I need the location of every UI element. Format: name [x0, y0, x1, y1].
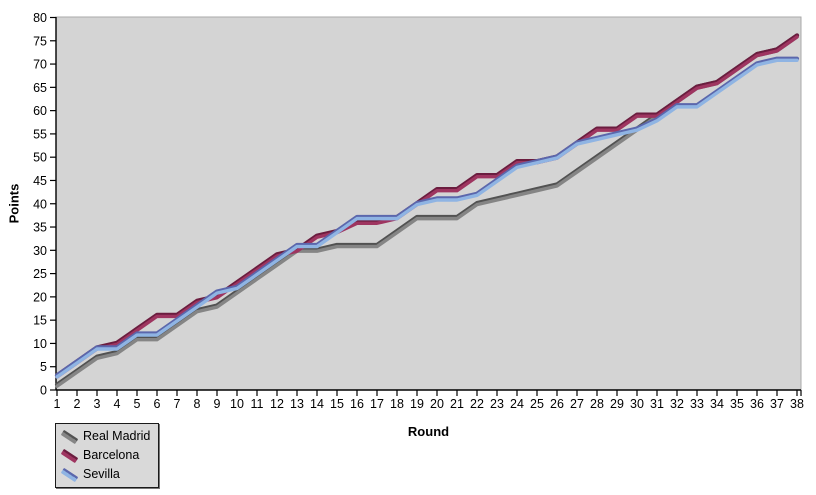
legend-line-swatch-barcelona: [60, 448, 79, 463]
x-tick-label: 17: [370, 397, 384, 411]
legend-item-real-madrid: Real Madrid: [60, 427, 151, 446]
x-tick-label: 23: [490, 397, 504, 411]
x-tick-label: 19: [410, 397, 424, 411]
x-tick-label: 12: [270, 397, 284, 411]
x-tick-label: 22: [470, 397, 484, 411]
x-tick-label: 21: [450, 397, 464, 411]
x-tick-label: 29: [610, 397, 624, 411]
x-tick-label: 13: [290, 397, 304, 411]
legend-label: Barcelona: [83, 448, 140, 462]
y-tick-label: 0: [40, 384, 47, 398]
legend-line-swatch-sevilla: [60, 467, 79, 482]
x-tick-label: 38: [790, 397, 804, 411]
x-tick-label: 33: [690, 397, 704, 411]
y-tick-label: 45: [33, 174, 47, 188]
x-tick-label: 27: [570, 397, 584, 411]
x-tick-label: 16: [350, 397, 364, 411]
x-tick-label: 30: [630, 397, 644, 411]
x-tick-label: 4: [114, 397, 121, 411]
x-tick-label: 31: [650, 397, 664, 411]
x-tick-label: 37: [770, 397, 784, 411]
legend-item-sevilla: Sevilla: [60, 465, 150, 484]
y-tick-label: 60: [33, 104, 47, 118]
series-line-barcelona: [55, 35, 799, 379]
y-tick-label: 35: [33, 221, 47, 235]
x-tick-label: 2: [74, 397, 81, 411]
x-tick-label: 11: [251, 397, 264, 411]
x-tick-label: 25: [530, 397, 544, 411]
y-tick-label: 15: [33, 314, 47, 328]
x-tick-label: 15: [330, 397, 344, 411]
x-tick-label: 26: [550, 397, 564, 411]
y-tick-label: 10: [33, 337, 47, 351]
chart-legend: Real Madrid Barcelona Sevilla: [55, 423, 160, 488]
legend-label: Sevilla: [83, 467, 120, 481]
x-tick-label: 9: [214, 397, 221, 411]
x-tick-label: 34: [710, 397, 724, 411]
series-sevilla: [54, 56, 800, 379]
x-tick-label: 8: [194, 397, 201, 411]
y-tick-label: 55: [33, 127, 47, 141]
y-axis-title: Points: [6, 183, 22, 224]
x-tick-label: 32: [670, 397, 684, 411]
x-tick-label: 20: [430, 397, 444, 411]
y-tick-label: 30: [33, 244, 47, 258]
y-tick-label: 25: [33, 267, 47, 281]
y-tick-label: 40: [33, 197, 47, 211]
x-tick-label: 35: [730, 397, 744, 411]
legend-label: Real Madrid: [83, 429, 151, 443]
y-tick-label: 80: [33, 11, 47, 25]
series-line-sevilla: [55, 58, 799, 379]
x-tick-label: 14: [310, 397, 324, 411]
x-tick-label: 28: [590, 397, 604, 411]
x-tick-label: 5: [134, 397, 141, 411]
y-tick-label: 20: [33, 290, 47, 304]
x-tick-label: 36: [750, 397, 764, 411]
x-tick-label: 6: [154, 397, 161, 411]
x-tick-label: 3: [94, 397, 101, 411]
x-tick-label: 18: [390, 397, 404, 411]
legend-item-barcelona: Barcelona: [60, 446, 150, 465]
y-tick-label: 50: [33, 151, 47, 165]
y-tick-label: 70: [33, 58, 47, 72]
y-tick-label: 75: [33, 34, 47, 48]
x-tick-label: 24: [510, 397, 524, 411]
x-tick-label: 10: [230, 397, 244, 411]
y-tick-label: 5: [40, 360, 47, 374]
x-axis-title: Round: [407, 424, 450, 439]
x-tick-label: 1: [54, 397, 61, 411]
series-barcelona: [54, 33, 800, 379]
x-tick-label: 7: [174, 397, 181, 411]
y-tick-label: 65: [33, 81, 47, 95]
legend-line-swatch-real-madrid: [60, 429, 79, 444]
